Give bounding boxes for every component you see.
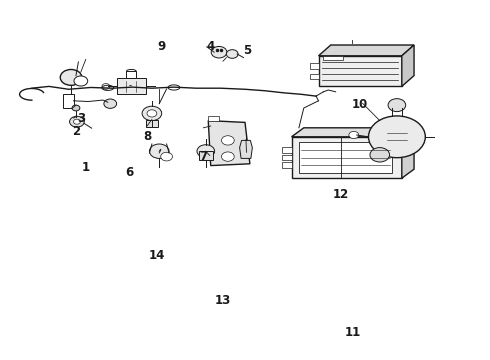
Text: 4: 4: [207, 40, 215, 53]
Text: 13: 13: [215, 294, 231, 307]
Circle shape: [70, 116, 84, 127]
Text: 9: 9: [158, 40, 166, 53]
Circle shape: [368, 116, 425, 158]
Circle shape: [221, 152, 234, 161]
Circle shape: [74, 76, 88, 86]
Bar: [282, 148, 292, 153]
Bar: [292, 137, 402, 178]
Polygon shape: [292, 128, 414, 137]
Bar: [299, 142, 392, 173]
Text: 8: 8: [143, 130, 151, 143]
Bar: [310, 74, 318, 79]
Circle shape: [102, 84, 110, 89]
Bar: [208, 116, 219, 121]
Circle shape: [74, 119, 80, 124]
Text: 10: 10: [352, 98, 368, 111]
Text: 7: 7: [199, 150, 207, 163]
Circle shape: [221, 136, 234, 145]
Bar: [117, 78, 146, 94]
Circle shape: [147, 110, 157, 117]
Text: 1: 1: [82, 161, 90, 174]
Text: 6: 6: [126, 166, 134, 179]
Polygon shape: [402, 128, 414, 178]
Circle shape: [226, 50, 238, 58]
Bar: [146, 120, 158, 127]
Text: 14: 14: [148, 249, 165, 262]
Polygon shape: [208, 121, 250, 166]
Polygon shape: [402, 45, 414, 86]
Circle shape: [60, 69, 82, 85]
Circle shape: [142, 106, 162, 121]
Bar: [387, 129, 399, 135]
Bar: [323, 56, 343, 60]
Text: 12: 12: [332, 188, 349, 201]
Circle shape: [349, 131, 359, 139]
Circle shape: [104, 99, 117, 108]
Bar: [63, 94, 74, 108]
Text: 2: 2: [72, 125, 80, 138]
Bar: [282, 162, 292, 168]
Polygon shape: [240, 140, 252, 158]
Polygon shape: [318, 45, 414, 56]
Bar: [126, 71, 136, 78]
Text: 3: 3: [77, 112, 85, 125]
Text: 5: 5: [244, 44, 251, 57]
Bar: [318, 56, 402, 86]
Circle shape: [149, 144, 169, 158]
Bar: [282, 155, 292, 161]
Circle shape: [388, 99, 406, 112]
Bar: [310, 63, 318, 68]
Circle shape: [370, 148, 390, 162]
Text: 11: 11: [344, 327, 361, 339]
Circle shape: [211, 46, 227, 58]
Circle shape: [161, 152, 172, 161]
Bar: [199, 151, 213, 160]
Circle shape: [197, 145, 215, 158]
Circle shape: [72, 105, 80, 111]
